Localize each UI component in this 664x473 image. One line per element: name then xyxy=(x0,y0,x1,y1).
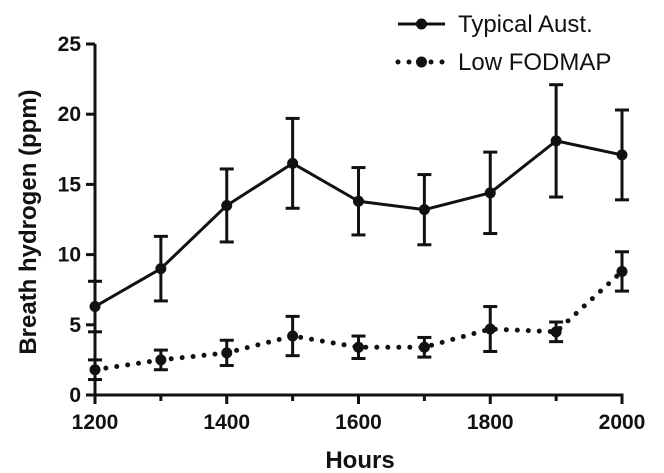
x-tick-label: 1800 xyxy=(467,411,514,434)
data-point xyxy=(550,326,562,338)
data-point xyxy=(89,364,101,376)
y-axis-title: Breath hydrogen (ppm) xyxy=(15,89,42,354)
data-point xyxy=(89,301,101,313)
x-tick-label: 1600 xyxy=(335,411,382,434)
y-tick-label: 25 xyxy=(58,33,82,56)
data-point xyxy=(287,157,299,169)
legend-label: Low FODMAP xyxy=(458,49,611,76)
data-point xyxy=(155,263,167,275)
y-tick-label: 20 xyxy=(58,103,81,126)
x-tick-label: 2000 xyxy=(599,411,646,434)
series-line xyxy=(92,268,625,373)
data-point xyxy=(353,195,364,207)
data-point xyxy=(616,149,628,161)
data-point xyxy=(221,199,233,211)
series-low-fodmap xyxy=(88,250,629,382)
data-point xyxy=(287,330,299,342)
data-point xyxy=(418,204,430,216)
legend: Typical Aust. Low FODMAP xyxy=(395,11,611,76)
data-point xyxy=(484,323,496,335)
x-axis-title: Hours xyxy=(325,447,394,473)
y-tick-label: 15 xyxy=(58,173,82,196)
data-point xyxy=(221,347,233,359)
y-axis-ticks: 0 5 10 15 20 25 xyxy=(58,33,95,407)
data-point xyxy=(616,265,628,277)
x-tick-label: 1200 xyxy=(72,411,119,434)
x-axis-ticks: 1200 1400 1600 1800 2000 xyxy=(72,395,646,434)
data-point xyxy=(484,187,496,199)
legend-marker xyxy=(416,56,427,68)
data-point xyxy=(418,341,430,353)
data-point xyxy=(353,341,364,353)
y-tick-label: 10 xyxy=(58,244,81,267)
series-typical-aust xyxy=(88,83,629,334)
series-layer xyxy=(88,83,629,382)
x-tick-label: 1400 xyxy=(203,411,250,434)
data-point xyxy=(550,135,562,147)
data-point xyxy=(155,354,167,366)
y-tick-label: 5 xyxy=(69,314,81,337)
y-tick-label: 0 xyxy=(69,384,81,407)
legend-label: Typical Aust. xyxy=(458,11,593,38)
legend-marker xyxy=(416,18,427,30)
